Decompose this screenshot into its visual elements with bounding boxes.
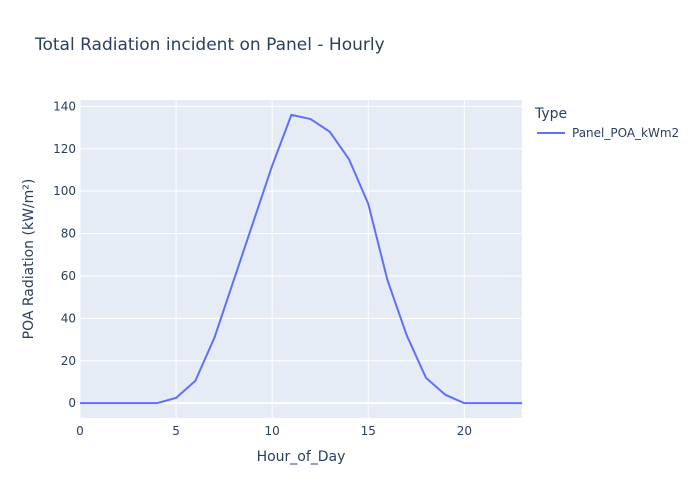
y-axis-title: POA Radiation (kW/m²) [21, 179, 37, 340]
data-point[interactable] [250, 220, 256, 226]
legend-title: Type [534, 106, 567, 122]
y-tick-label: 40 [61, 311, 76, 325]
data-point[interactable] [346, 156, 352, 162]
y-tick-label: 60 [61, 269, 76, 283]
data-point[interactable] [231, 277, 237, 283]
y-tick-label: 100 [53, 184, 76, 198]
data-point[interactable] [135, 400, 141, 406]
data-point[interactable] [423, 375, 429, 381]
x-tick-label: 15 [361, 424, 376, 438]
data-point[interactable] [404, 332, 410, 338]
x-tick-label: 20 [457, 424, 472, 438]
data-point[interactable] [192, 378, 198, 384]
y-tick-label: 120 [53, 142, 76, 156]
data-point[interactable] [269, 163, 275, 169]
data-point[interactable] [461, 400, 467, 406]
x-tick-label: 10 [265, 424, 280, 438]
series-layer [77, 112, 525, 406]
y-tick-label: 20 [61, 354, 76, 368]
y-tick-label: 0 [68, 396, 76, 410]
plot-area [80, 100, 522, 418]
legend-item-label[interactable]: Panel_POA_kWm2 [572, 126, 679, 140]
y-tick-label: 140 [53, 99, 76, 113]
data-point[interactable] [115, 400, 121, 406]
x-tick-label: 5 [172, 424, 180, 438]
legend[interactable]: Type Panel_POA_kWm2 [534, 106, 679, 140]
data-point[interactable] [384, 277, 390, 283]
data-point[interactable] [308, 116, 314, 122]
y-tick-label: 80 [61, 227, 76, 241]
x-axis-title: Hour_of_Day [257, 449, 346, 465]
data-point[interactable] [500, 400, 506, 406]
data-point[interactable] [154, 400, 160, 406]
data-point[interactable] [481, 400, 487, 406]
data-point[interactable] [173, 395, 179, 401]
data-point[interactable] [96, 400, 102, 406]
x-tick-label: 0 [76, 424, 84, 438]
data-point[interactable] [519, 400, 525, 406]
data-point[interactable] [77, 400, 83, 406]
x-gridlines [79, 100, 465, 418]
x-tick-labels: 0 5 10 15 20 [76, 424, 472, 438]
series-line[interactable] [80, 113, 522, 405]
y-tick-labels: 0 20 40 60 80 100 120 140 [53, 99, 76, 410]
data-point[interactable] [365, 201, 371, 207]
data-point[interactable] [212, 334, 218, 340]
data-point[interactable] [288, 112, 294, 118]
data-point[interactable] [442, 392, 448, 398]
data-point[interactable] [327, 129, 333, 135]
chart-title: Total Radiation incident on Panel - Hour… [34, 35, 385, 55]
